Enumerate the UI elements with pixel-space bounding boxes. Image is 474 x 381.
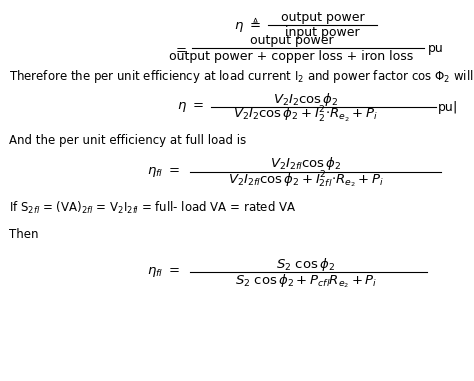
- Text: $V_2I_{2fl}\cos\phi_2 + I_{2fl}^2{\cdot}R_{e_2} + P_i$: $V_2I_{2fl}\cos\phi_2 + I_{2fl}^2{\cdot}…: [228, 170, 383, 190]
- Text: $|$: $|$: [452, 99, 456, 115]
- Text: pu: pu: [438, 101, 454, 114]
- Text: pu: pu: [428, 42, 443, 55]
- Text: $\eta\ =$: $\eta\ =$: [177, 101, 204, 114]
- Text: If S$_{2fl}$ = (VA)$_{2fl}$ = V$_2$I$_{2fl}$ = full- load VA = rated VA: If S$_{2fl}$ = (VA)$_{2fl}$ = V$_2$I$_{2…: [9, 200, 296, 216]
- Text: output power: output power: [281, 11, 364, 24]
- Text: And the per unit efficiency at full load is: And the per unit efficiency at full load…: [9, 134, 246, 147]
- Text: input power: input power: [285, 26, 360, 39]
- Text: output power + copper loss + iron loss: output power + copper loss + iron loss: [169, 50, 414, 62]
- Text: $\eta\ \triangleq$: $\eta\ \triangleq$: [234, 15, 261, 34]
- Text: Therefore the per unit efficiency at load current I$_2$ and power factor cos $\P: Therefore the per unit efficiency at loa…: [9, 68, 474, 85]
- Text: $V_2I_2\cos\phi_2 + I_2^2{\cdot}R_{e_2} + P_i$: $V_2I_2\cos\phi_2 + I_2^2{\cdot}R_{e_2} …: [233, 105, 378, 125]
- Text: $\eta_{fl}\ =$: $\eta_{fl}\ =$: [147, 165, 180, 179]
- Text: $=$: $=$: [173, 42, 187, 55]
- Text: $V_2I_{2fl}\cos\phi_2$: $V_2I_{2fl}\cos\phi_2$: [270, 155, 341, 172]
- Text: output power: output power: [250, 34, 333, 47]
- Text: Then: Then: [9, 228, 38, 241]
- Text: $S_2\ \cos\phi_2$: $S_2\ \cos\phi_2$: [276, 256, 335, 272]
- Text: $\eta_{fl}\ =$: $\eta_{fl}\ =$: [147, 266, 180, 279]
- Text: $S_2\ \cos\phi_2 + P_{cfl}R_{e_2} + P_i$: $S_2\ \cos\phi_2 + P_{cfl}R_{e_2} + P_i$: [235, 272, 377, 290]
- Text: $V_2I_2\cos\phi_2$: $V_2I_2\cos\phi_2$: [273, 91, 338, 107]
